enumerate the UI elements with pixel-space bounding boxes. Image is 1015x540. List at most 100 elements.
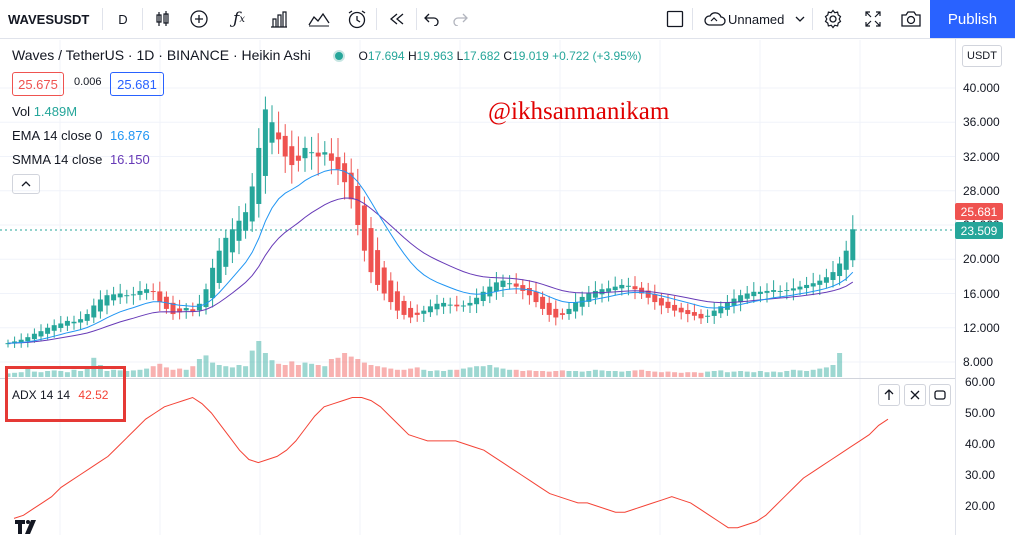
- volume-bar: [210, 362, 216, 377]
- candle-body: [51, 325, 57, 331]
- candle-body: [342, 163, 348, 183]
- chevron-down-icon[interactable]: [792, 0, 808, 38]
- volume-bar: [830, 365, 836, 377]
- candle-body: [45, 327, 51, 334]
- volume-bar: [31, 371, 37, 377]
- financials-icon[interactable]: [264, 0, 294, 38]
- candle-body: [513, 283, 519, 287]
- candle-body: [262, 109, 268, 176]
- volume-bar: [718, 370, 724, 377]
- volume-bar: [368, 365, 374, 377]
- volume-bar: [309, 363, 315, 377]
- candle-body: [84, 314, 90, 321]
- volume-bar: [157, 363, 163, 377]
- candle-body: [850, 229, 856, 261]
- volume-bar: [592, 369, 598, 377]
- volume-bar: [744, 371, 750, 377]
- candle-body: [467, 302, 473, 306]
- market-status-icon: [332, 49, 345, 62]
- volume-bar: [111, 369, 117, 377]
- candle-body: [216, 250, 222, 283]
- alert-clock-icon[interactable]: [342, 0, 372, 38]
- replay-icon[interactable]: [382, 0, 412, 38]
- volume-bar: [540, 371, 546, 377]
- candle-body: [751, 291, 757, 297]
- adx-tick: 20.00: [965, 499, 996, 513]
- candle-body: [658, 298, 664, 306]
- candle-body: [361, 205, 367, 251]
- volume-bar: [526, 370, 532, 377]
- candle-body: [810, 283, 816, 287]
- candle-body: [705, 315, 711, 317]
- maximize-pane-button[interactable]: [929, 384, 951, 406]
- maximize-icon: [934, 390, 946, 400]
- cloud-icon[interactable]: [700, 0, 730, 38]
- candle-body: [348, 172, 354, 200]
- volume-bar: [771, 371, 777, 377]
- gear-icon[interactable]: [818, 0, 848, 38]
- layout-select-icon[interactable]: [660, 0, 690, 38]
- layout-name[interactable]: Unnamed: [728, 11, 785, 27]
- symbol-search[interactable]: WAVESUSDT: [8, 11, 90, 27]
- candle-body: [421, 310, 427, 314]
- volume-bar: [104, 371, 110, 377]
- volume-bar: [388, 368, 394, 377]
- candle-body: [31, 333, 37, 340]
- candle-body: [157, 291, 163, 303]
- candle-body: [130, 294, 136, 296]
- chevron-up-icon: [21, 181, 31, 187]
- sell-price-box[interactable]: 25.675: [12, 72, 64, 96]
- add-indicator-icon[interactable]: [184, 0, 214, 38]
- currency-button[interactable]: USDT: [962, 45, 1002, 67]
- volume-bar: [493, 367, 499, 377]
- collapse-legend-button[interactable]: [12, 174, 40, 194]
- move-pane-up-button[interactable]: [878, 384, 900, 406]
- candle-body: [447, 304, 453, 306]
- candle-body: [777, 290, 783, 292]
- close-pane-button[interactable]: [904, 384, 926, 406]
- volume-bar: [5, 373, 11, 377]
- volume-bar: [764, 372, 770, 377]
- volume-bar: [738, 371, 744, 377]
- candle-body: [698, 313, 704, 319]
- volume-bar: [645, 371, 651, 377]
- candle-body: [170, 302, 176, 315]
- candle-body: [520, 285, 526, 291]
- volume-bar: [322, 366, 328, 377]
- undo-icon[interactable]: [418, 0, 446, 38]
- fullscreen-icon[interactable]: [858, 0, 888, 38]
- candle-body: [619, 284, 625, 289]
- volume-bar: [58, 371, 64, 377]
- divider: [692, 8, 693, 30]
- volume-bar: [685, 372, 691, 377]
- candle-body: [375, 250, 381, 285]
- redo-icon[interactable]: [446, 0, 474, 38]
- buy-price-box[interactable]: 25.681: [110, 72, 164, 96]
- volume-bar: [124, 371, 130, 377]
- volume-bar: [500, 368, 506, 377]
- candles: [5, 96, 856, 348]
- volume-bar: [784, 371, 790, 377]
- candle-body: [632, 286, 638, 290]
- candle-body: [771, 290, 777, 292]
- ema-line: [7, 169, 854, 344]
- volume-bar: [546, 371, 552, 377]
- compare-icon[interactable]: [304, 0, 334, 38]
- publish-button[interactable]: Publish: [930, 0, 1015, 38]
- candle-body: [256, 147, 262, 204]
- candle-body: [388, 280, 394, 303]
- volume-bar: [559, 370, 565, 377]
- candle-body: [434, 303, 440, 310]
- candle-body: [797, 286, 803, 290]
- candle-body: [18, 339, 24, 343]
- volume-bar: [348, 356, 354, 377]
- grid: [0, 40, 955, 535]
- volume-bar: [427, 371, 433, 377]
- volume-bar: [130, 370, 136, 377]
- interval-button[interactable]: D: [118, 11, 128, 27]
- candles-icon[interactable]: [148, 0, 178, 38]
- camera-icon[interactable]: [896, 0, 926, 38]
- divider: [416, 8, 417, 30]
